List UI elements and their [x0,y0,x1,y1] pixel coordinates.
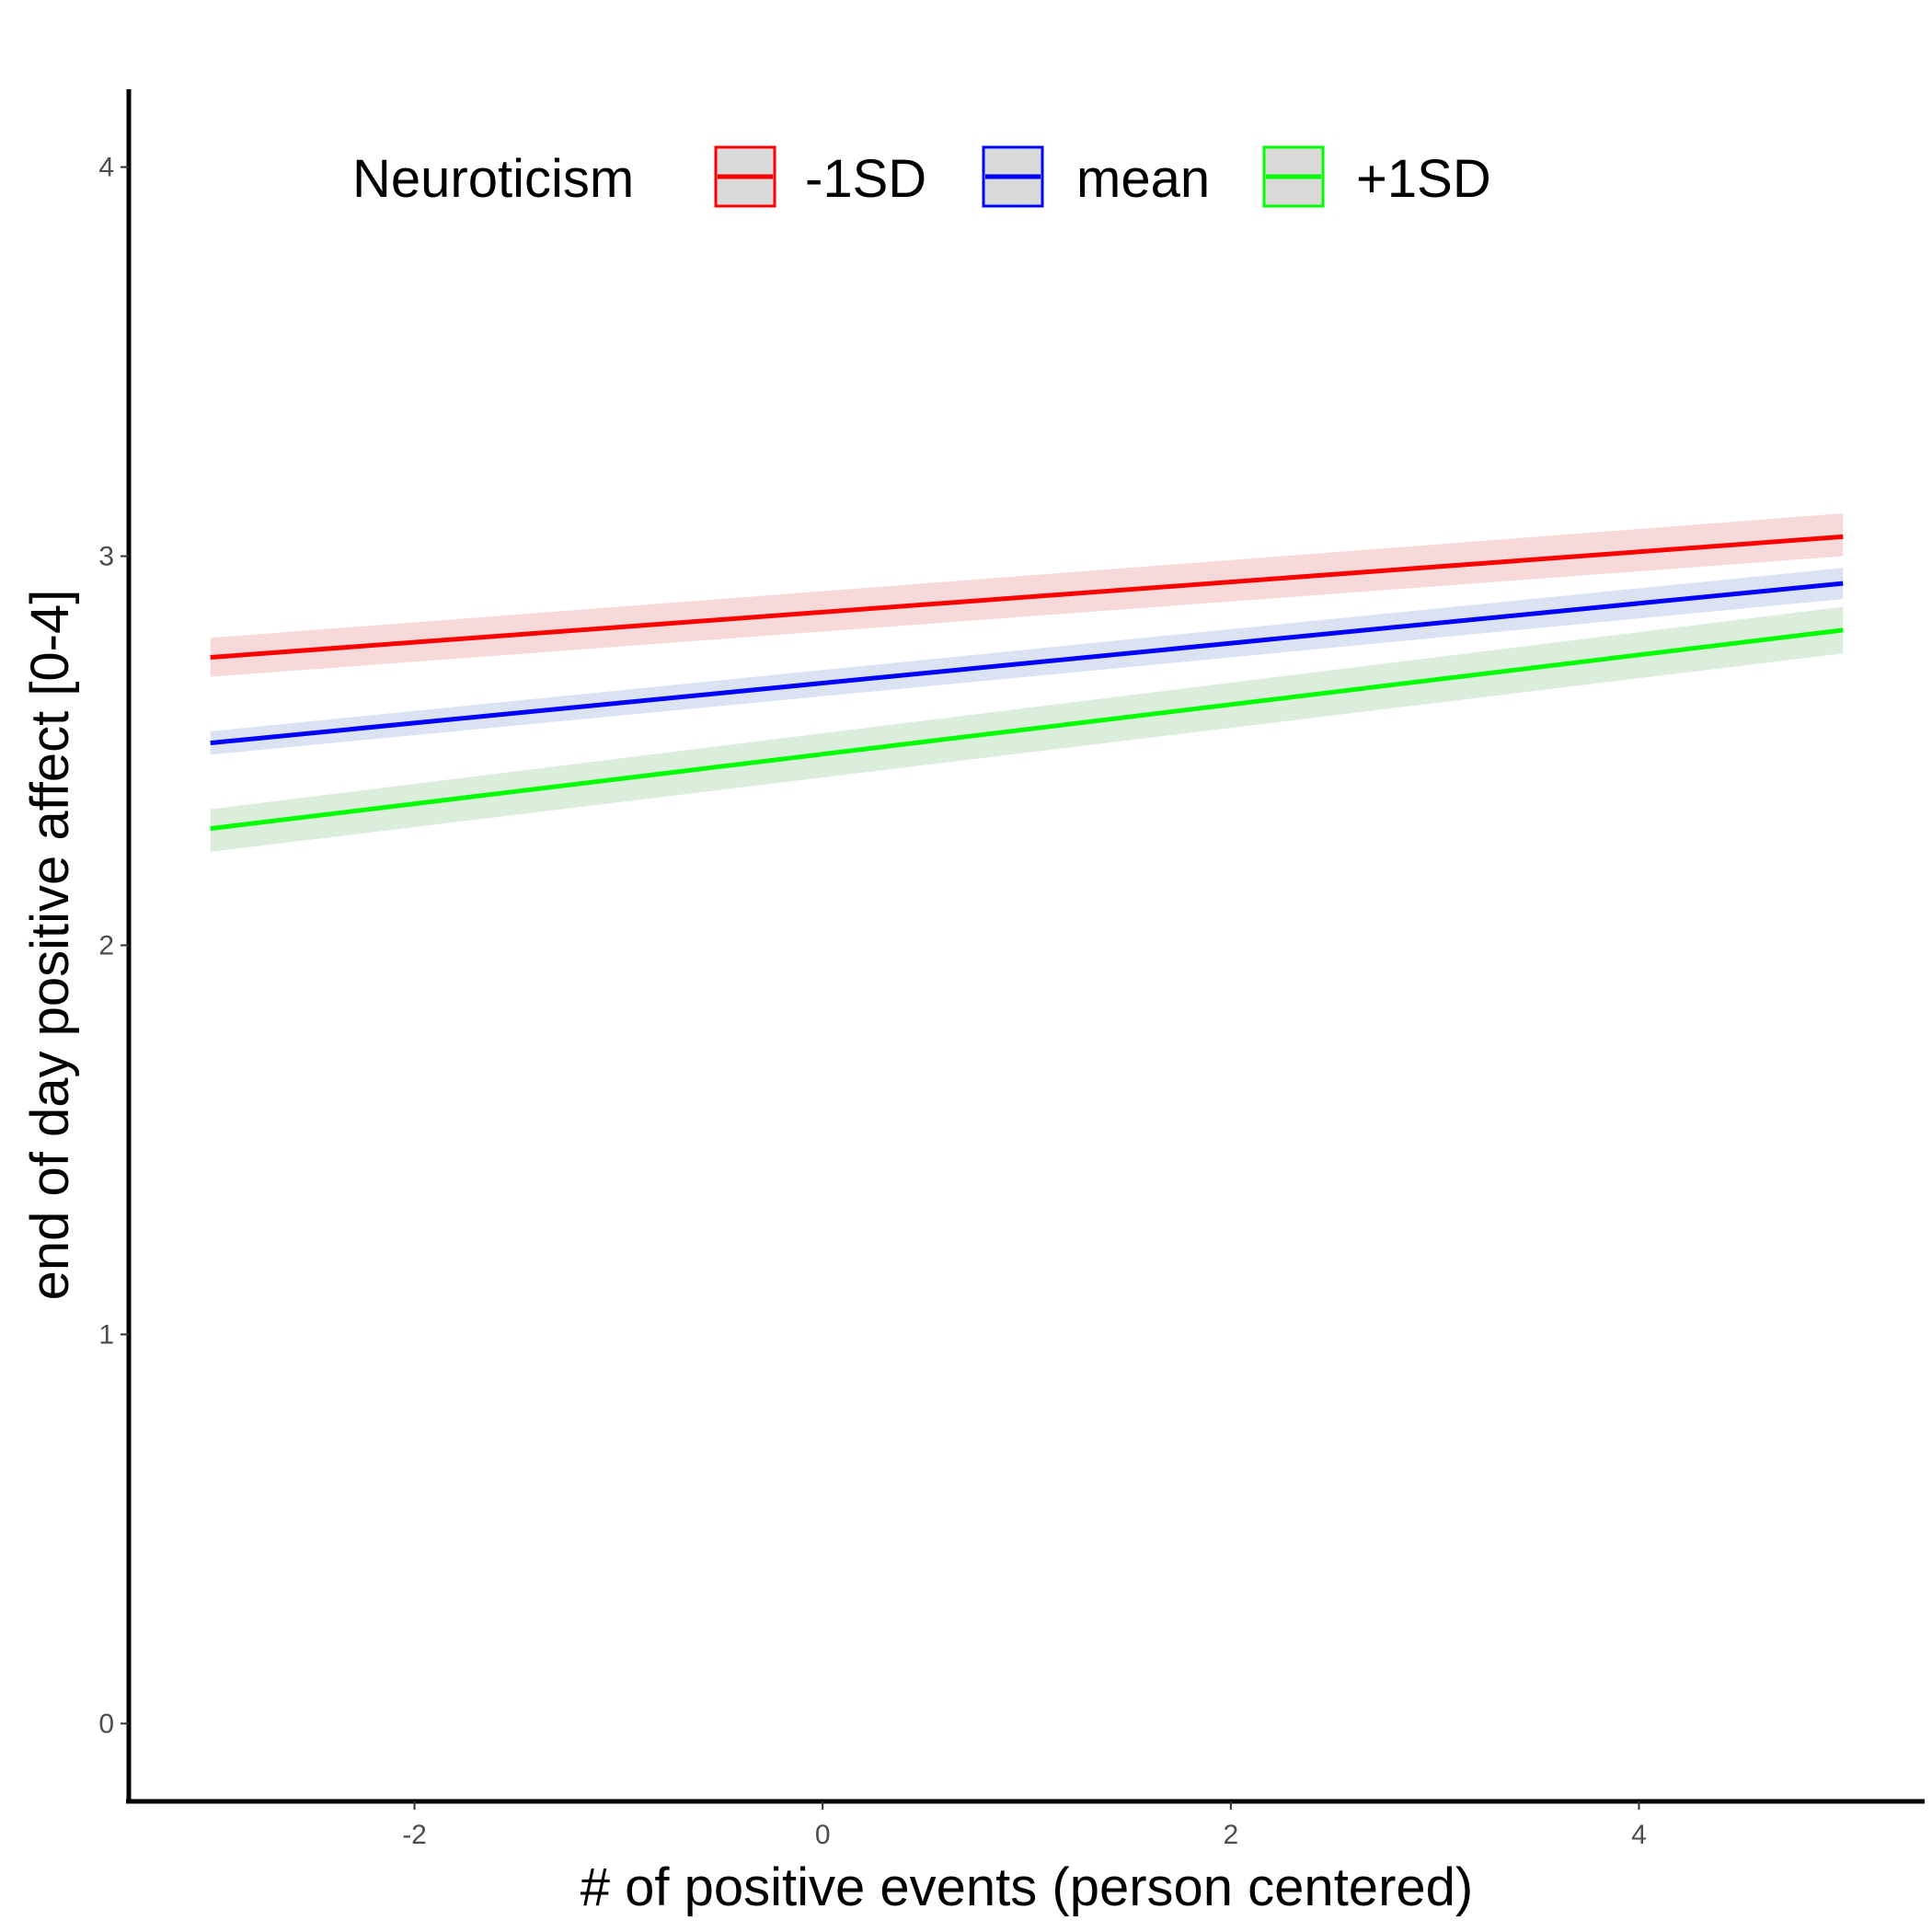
legend-label-minus-1sd: -1SD [805,149,926,209]
y-axis-title: end of day positive affect [0-4] [20,590,80,1301]
legend-key-minus-1sd [714,145,776,208]
confidence-bands [210,513,1844,852]
series-lines [210,534,1844,832]
y-tick-label: 1 [98,1319,114,1350]
y-tick-label: 3 [98,542,114,572]
legend: Neuroticism -1SD mean +1SD [352,145,1491,209]
x-tick-label: 2 [1223,1820,1238,1850]
legend-label-mean: mean [1076,149,1210,209]
y-tick-label: 0 [98,1708,114,1739]
x-tick-label: 4 [1631,1820,1647,1850]
y-tick-label: 2 [98,931,114,961]
line-plus-1sd [210,627,1844,832]
x-tick-label: 0 [815,1820,831,1850]
legend-title: Neuroticism [352,149,634,209]
legend-label-plus-1sd: +1SD [1356,149,1491,209]
x-tick-label: -2 [402,1820,427,1850]
x-axis-title: # of positive events (person centered) [581,1857,1473,1917]
y-tick-label: 4 [98,153,114,183]
legend-key-mean [982,145,1044,208]
line-minus-1sd [210,534,1844,661]
line-mean [210,581,1844,746]
x-axis-ticks: -2 0 2 4 [402,1801,1647,1850]
legend-key-plus-1sd [1262,145,1325,208]
y-axis-ticks: 0 1 2 3 4 [98,153,129,1739]
